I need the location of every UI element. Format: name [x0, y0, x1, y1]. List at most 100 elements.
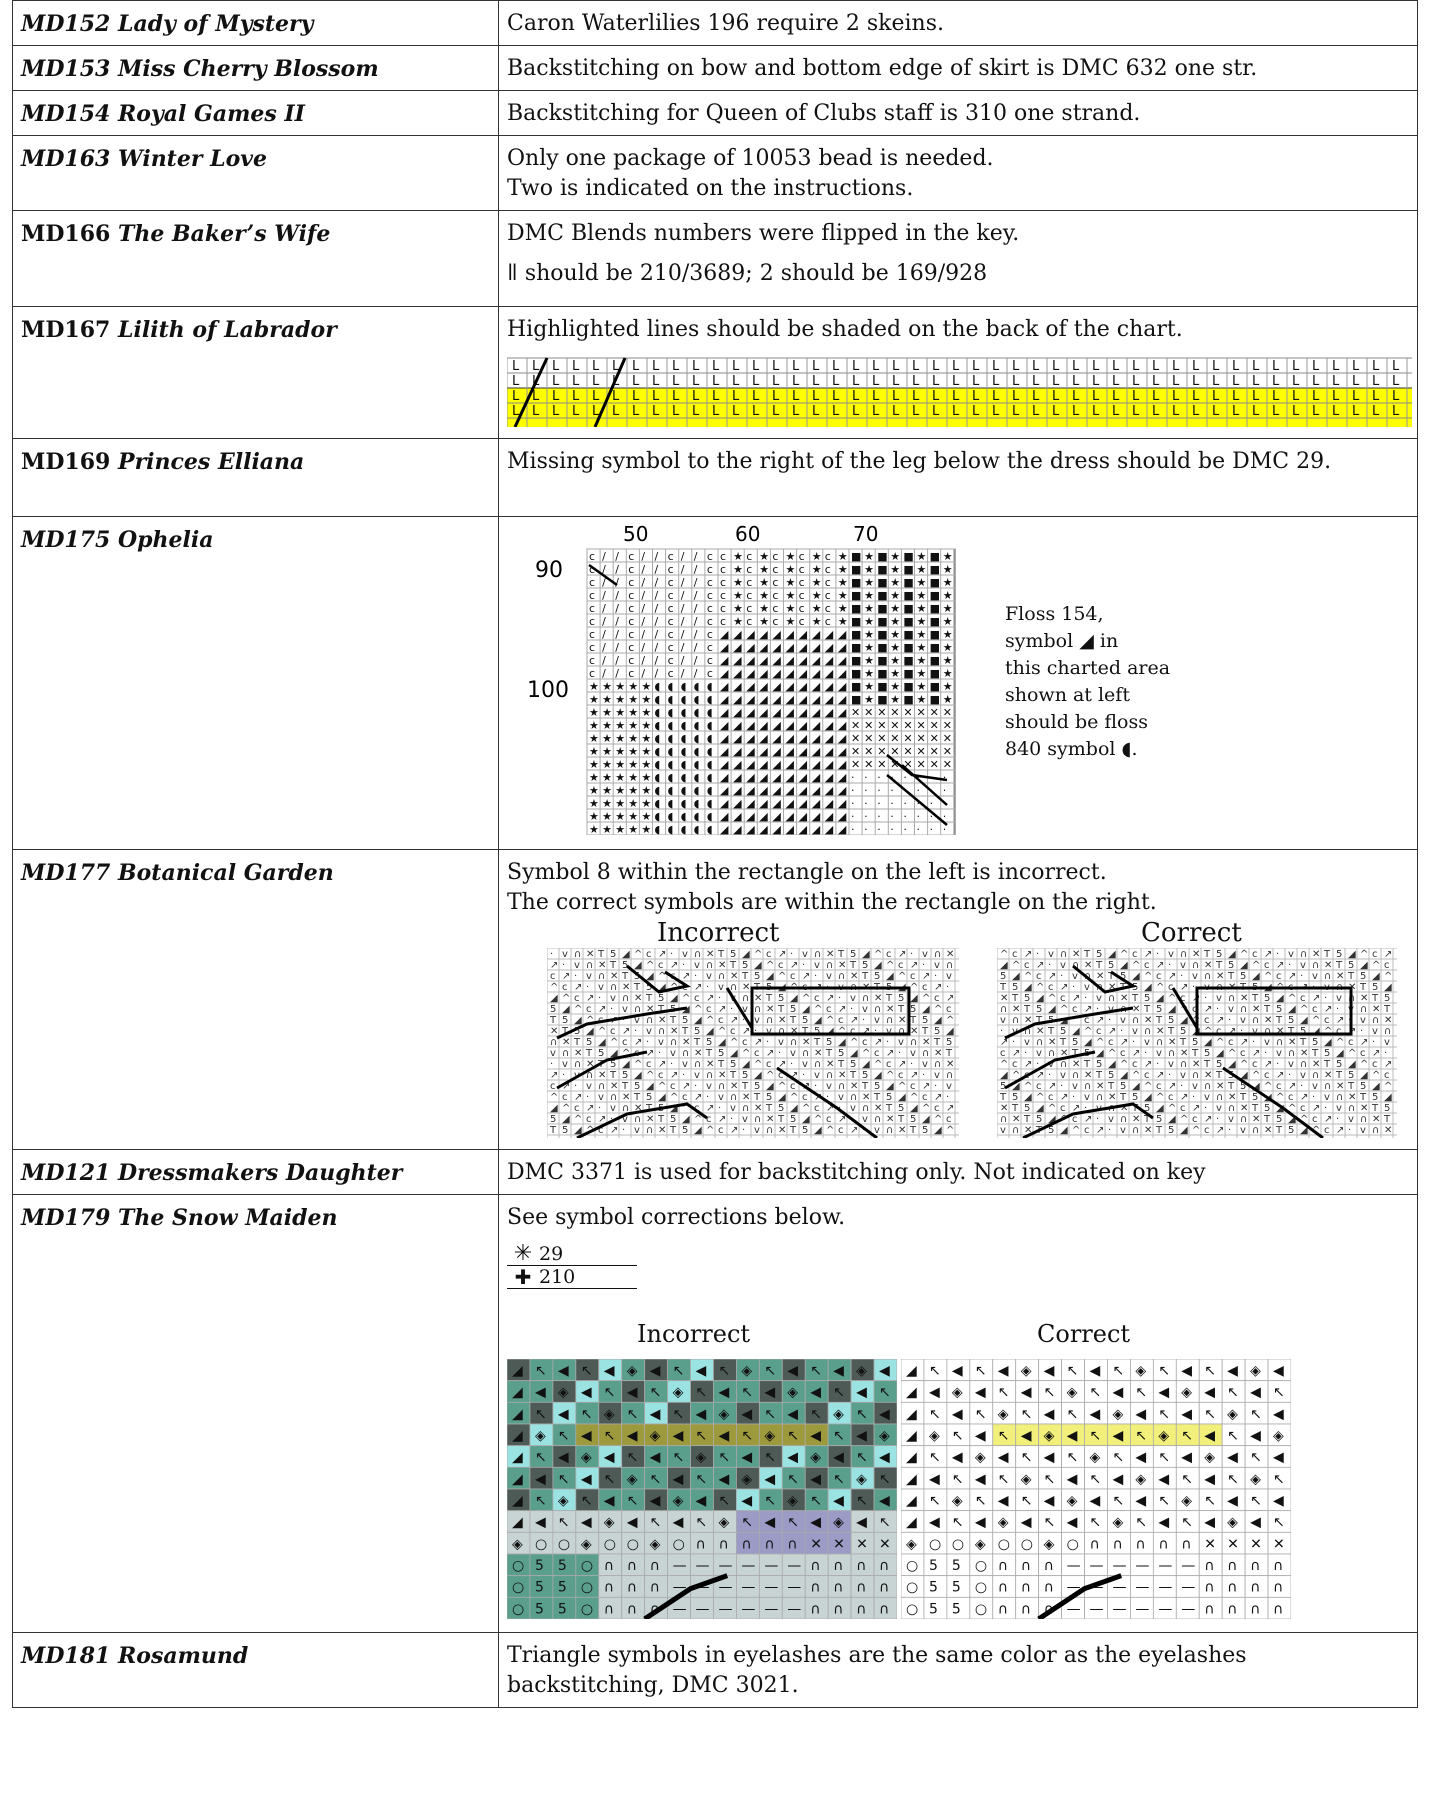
svg-text:■: ■	[930, 654, 940, 667]
svg-text:✕: ✕	[1240, 993, 1248, 1004]
svg-text:★: ★	[890, 641, 900, 654]
svg-text:5: 5	[1372, 982, 1378, 993]
svg-text:T: T	[741, 1081, 749, 1092]
svg-text:↗: ↗	[1096, 1015, 1104, 1026]
svg-text:◢: ◢	[1180, 1015, 1188, 1026]
svg-text:★: ★	[615, 771, 625, 784]
svg-text:v: v	[850, 1103, 856, 1114]
svg-text:✕: ✕	[742, 1092, 750, 1103]
svg-text:5: 5	[1288, 1015, 1294, 1026]
svg-text:T: T	[1323, 949, 1331, 960]
svg-text:L: L	[1152, 359, 1160, 374]
svg-text:/: /	[615, 589, 619, 602]
svg-text:◢: ◢	[772, 693, 781, 706]
svg-text:^: ^	[1228, 1048, 1236, 1059]
svg-text:L: L	[1272, 359, 1280, 374]
svg-text:↖: ↖	[1067, 1406, 1079, 1422]
svg-text:c: c	[799, 550, 805, 563]
svg-text:★: ★	[628, 771, 638, 784]
svg-text:·: ·	[1348, 1125, 1351, 1136]
svg-text:·: ·	[903, 810, 907, 823]
pattern-title: MD169 Princes Elliana	[13, 439, 499, 517]
svg-text:◀: ◀	[718, 1471, 729, 1487]
svg-text:T: T	[777, 1114, 785, 1125]
svg-text:★: ★	[628, 758, 638, 771]
svg-text:◢: ◢	[825, 719, 834, 732]
correction-line: Only one package of 10053 bead is needed…	[507, 144, 1409, 174]
svg-text:↖: ↖	[856, 1406, 868, 1422]
svg-text:c: c	[1168, 982, 1174, 993]
svg-text:↖: ↖	[1250, 1493, 1262, 1509]
svg-text:✕: ✕	[930, 758, 939, 771]
svg-text:↗: ↗	[1276, 1070, 1284, 1081]
svg-text:↗: ↗	[946, 993, 954, 1004]
svg-text:◢: ◢	[799, 654, 808, 667]
svg-text:✕: ✕	[610, 971, 618, 982]
svg-text:★: ★	[864, 563, 874, 576]
svg-text:↗: ↗	[1192, 1103, 1200, 1114]
svg-text:★: ★	[864, 589, 874, 602]
svg-text:^: ^	[862, 1048, 870, 1059]
svg-text:5: 5	[670, 1114, 676, 1125]
pattern-title: MD179 The Snow Maiden	[13, 1195, 499, 1633]
svg-text:·: ·	[877, 823, 881, 835]
svg-text:v: v	[550, 1048, 556, 1059]
svg-text:·: ·	[1372, 1037, 1375, 1048]
botanical-correct-chart: ^ c ↗ · v ∩ ✕ T 5 ◢ ^ c ↗ · v ∩ ✕ T 5 ◢ ^ c ↗ · v ∩ ✕ T 5 ◢ ^ c ↗◢ ^ c ↗ · v ∩…	[997, 948, 1397, 1138]
svg-text:∩: ∩	[833, 1601, 843, 1617]
svg-text:L: L	[752, 374, 760, 389]
svg-text:◖: ◖	[707, 732, 713, 745]
svg-text:◢: ◢	[1120, 960, 1128, 971]
svg-text:✕: ✕	[864, 758, 873, 771]
svg-text:c: c	[946, 1004, 952, 1015]
svg-text:★: ★	[890, 693, 900, 706]
svg-text:✕: ✕	[598, 960, 606, 971]
table-row: MD179 The Snow Maiden See symbol correct…	[13, 1195, 1418, 1633]
svg-text:✕: ✕	[1012, 1004, 1020, 1015]
svg-text:·: ·	[670, 949, 673, 960]
svg-text:^: ^	[1072, 1125, 1080, 1136]
svg-text:✕: ✕	[862, 1092, 870, 1103]
svg-text:◢: ◢	[720, 641, 729, 654]
svg-text:◢: ◢	[1276, 993, 1284, 1004]
svg-text:L: L	[692, 374, 700, 389]
svg-text:◈: ◈	[741, 1471, 752, 1487]
svg-text:·: ·	[1276, 949, 1279, 960]
svg-text:◢: ◢	[825, 810, 834, 823]
svg-text:·: ·	[1228, 1015, 1231, 1026]
svg-text:∩: ∩	[742, 1103, 749, 1114]
svg-text:5: 5	[934, 1026, 940, 1037]
svg-text:∩: ∩	[1250, 1580, 1260, 1596]
floss-note: Floss 154, symbol ◢ in this charted area…	[1005, 601, 1170, 763]
svg-text:5: 5	[646, 1092, 652, 1103]
svg-text:✕: ✕	[814, 1048, 822, 1059]
correction-line: ǁ should be 210/3689; 2 should be 169/92…	[507, 259, 1409, 289]
svg-text:◀: ◀	[1044, 1493, 1055, 1509]
svg-text:◢: ◢	[838, 823, 847, 835]
svg-text:◖: ◖	[694, 823, 700, 835]
svg-text:↗: ↗	[682, 1081, 690, 1092]
svg-text:v: v	[1228, 1114, 1234, 1125]
svg-text:∩: ∩	[706, 1070, 713, 1081]
svg-text:∩: ∩	[1273, 1601, 1283, 1617]
svg-text:★: ★	[890, 654, 900, 667]
svg-text:◀: ◀	[604, 1450, 615, 1466]
svg-text:↗: ↗	[550, 960, 558, 971]
svg-text:∩: ∩	[1336, 1092, 1343, 1103]
svg-text:c: c	[1180, 1103, 1186, 1114]
pattern-code: MD167	[21, 317, 110, 343]
svg-text:v: v	[622, 1004, 628, 1015]
svg-text:◢: ◢	[838, 784, 847, 797]
svg-text:c: c	[718, 1015, 724, 1026]
svg-text:◢: ◢	[906, 1385, 917, 1401]
svg-text:5: 5	[1276, 1004, 1282, 1015]
svg-text:★: ★	[943, 576, 953, 589]
svg-text:★: ★	[602, 719, 612, 732]
svg-text:·: ·	[1000, 1026, 1003, 1037]
svg-text:✕: ✕	[694, 1048, 702, 1059]
svg-text:·: ·	[1036, 949, 1039, 960]
svg-text:c: c	[746, 615, 752, 628]
svg-text:★: ★	[943, 550, 953, 563]
svg-text:★: ★	[838, 550, 848, 563]
svg-text:^: ^	[646, 1070, 654, 1081]
